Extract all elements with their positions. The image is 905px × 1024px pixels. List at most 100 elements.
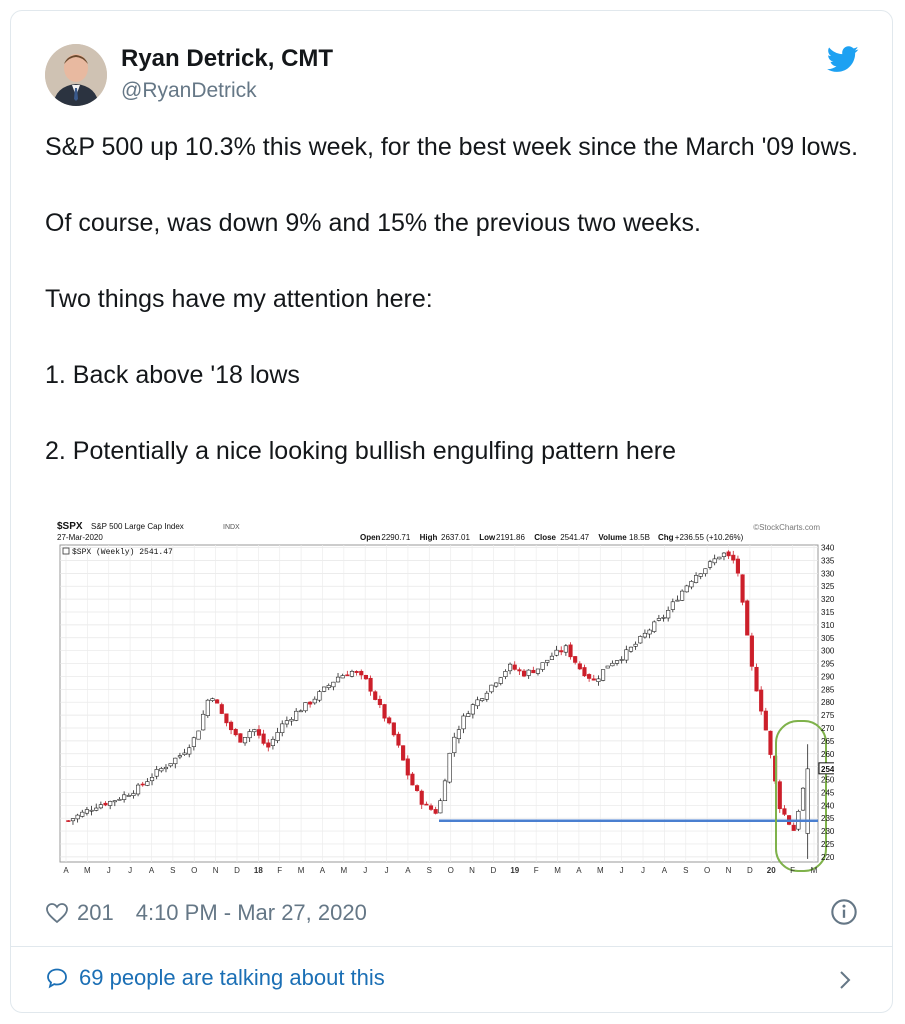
x-tick-label: J <box>620 866 624 875</box>
x-tick-label: A <box>405 866 411 875</box>
y-tick-label: 2400 <box>821 801 834 810</box>
y-tick-label: 2850 <box>821 685 834 694</box>
ohlc-field: +236.55 (+10.26%) <box>675 533 744 542</box>
candle-body <box>345 674 350 677</box>
candle-body <box>628 646 634 652</box>
candle-body <box>368 677 373 692</box>
candle-body <box>396 733 401 746</box>
x-tick-label: 19 <box>510 866 519 875</box>
x-tick-label: J <box>107 866 111 875</box>
legend: $SPX (Weekly) 2541.47 <box>62 547 173 557</box>
spx-weekly-chart[interactable]: $SPX S&P 500 Large Cap Index INDX ©Stock… <box>57 520 834 880</box>
chevron-right-icon[interactable] <box>835 968 855 992</box>
candle-body <box>456 729 461 740</box>
candle-body <box>577 663 582 670</box>
candle-body <box>312 698 317 704</box>
candle-body <box>266 742 271 748</box>
ohlc-field: High <box>420 533 438 542</box>
candle-body <box>740 574 745 603</box>
candle-body <box>284 720 289 725</box>
candle-body <box>233 729 238 736</box>
candle-body <box>126 795 131 797</box>
candle-body <box>610 662 615 667</box>
candle-body <box>494 682 499 687</box>
candle-body <box>475 699 480 707</box>
candle-body <box>80 811 85 817</box>
candle-body <box>712 558 717 564</box>
candle-body <box>614 660 620 664</box>
chart-index-name: S&P 500 Large Cap Index <box>91 522 184 531</box>
candle-body <box>433 809 438 814</box>
candle-body <box>498 677 503 684</box>
ohlc-field: Open <box>360 533 381 542</box>
candle-body <box>647 629 652 635</box>
y-tick-label: 2450 <box>821 788 834 797</box>
candle-body <box>670 601 675 610</box>
candle-body <box>219 704 224 714</box>
author-handle[interactable]: @RyanDetrick <box>121 79 257 102</box>
x-tick-label: M <box>554 866 561 875</box>
heart-icon[interactable] <box>45 901 69 925</box>
candle-body <box>196 730 201 740</box>
candle-body <box>98 804 103 809</box>
like-count[interactable]: 201 <box>77 900 114 925</box>
plot-frame <box>59 544 819 863</box>
tweet-text: S&P 500 up 10.3% this week, for the best… <box>45 128 875 470</box>
chart-exchange: INDX <box>223 524 240 531</box>
candle-body <box>391 722 396 736</box>
x-tick-label: F <box>534 866 539 875</box>
info-icon[interactable] <box>830 898 858 926</box>
x-tick-label: D <box>234 866 240 875</box>
candle-body <box>800 787 806 811</box>
ohlc-field: 2637.01 <box>441 533 470 542</box>
candle-body <box>749 635 754 667</box>
candle-body <box>512 664 517 670</box>
candle-body <box>656 618 661 621</box>
candle-body <box>275 732 280 741</box>
ohlc-field: 2290.71 <box>381 533 410 542</box>
y-tick-label: 2950 <box>821 660 834 669</box>
chart-source: ©StockCharts.com <box>753 523 820 532</box>
candle-body <box>205 699 210 716</box>
candle-body <box>605 665 610 669</box>
avatar[interactable] <box>45 44 107 106</box>
timestamp[interactable]: 4:10 PM - Mar 27, 2020 <box>135 900 367 925</box>
candle-body <box>182 752 187 755</box>
candle-body <box>405 758 410 776</box>
ohlc-header: Open 2290.71 High 2637.01 Low 2191.86 Close 254… <box>360 533 744 542</box>
candle-body <box>280 723 285 733</box>
candle-body <box>415 785 420 791</box>
ohlc-field: Chg <box>658 533 674 542</box>
x-tick-label: M <box>340 866 347 875</box>
chart-symbol: $SPX <box>57 521 83 532</box>
author-name[interactable]: Ryan Detrick, CMT <box>121 45 334 72</box>
highlight-oval <box>775 720 827 872</box>
candle-body <box>707 561 713 568</box>
candle-body <box>66 820 71 822</box>
ohlc-field: Low <box>479 533 496 542</box>
x-tick-label: D <box>747 866 753 875</box>
candle-body <box>70 818 76 822</box>
x-tick-label: N <box>726 866 732 875</box>
candle-body <box>187 747 192 755</box>
candle-body <box>703 568 708 575</box>
tweet-paragraph: 1. Back above '18 lows <box>45 361 300 389</box>
candle-body <box>768 730 773 755</box>
candle-body <box>242 737 248 744</box>
candle-body <box>624 649 629 661</box>
candle-body <box>508 663 513 672</box>
conversation-link[interactable]: 69 people are talking about this <box>45 965 385 991</box>
x-tick-label: M <box>84 866 91 875</box>
candle-body <box>210 698 215 701</box>
x-tick-label: A <box>576 866 582 875</box>
x-tick-label: D <box>491 866 497 875</box>
candle-body <box>619 659 624 661</box>
svg-text:2541.47: 2541.47 <box>821 765 834 774</box>
y-tick-label: 3150 <box>821 608 834 617</box>
twitter-bird-icon[interactable] <box>827 46 859 73</box>
candle-body <box>601 669 606 681</box>
x-tick-label: O <box>448 866 454 875</box>
candle-body <box>89 809 94 812</box>
chart-date: 27-Mar-2020 <box>57 533 103 542</box>
candle-body <box>489 684 494 693</box>
